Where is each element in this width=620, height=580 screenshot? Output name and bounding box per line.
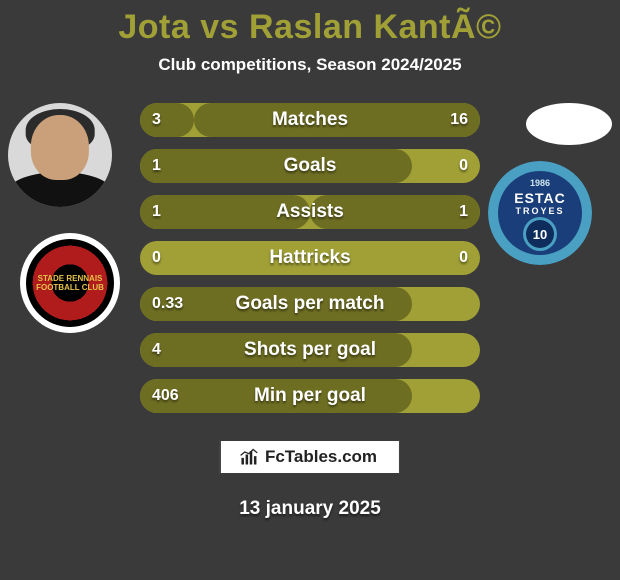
right-club-number: 10: [526, 220, 554, 248]
stat-row: Assists1 1: [140, 195, 480, 229]
stat-value-right: 16: [438, 103, 480, 137]
footer-brand-text: FcTables.com: [265, 447, 377, 467]
left-club-badge: STADE RENNAIS FOOTBALL CLUB: [20, 233, 120, 333]
stat-row: Goals1 0: [140, 149, 480, 183]
stat-value-right: 0: [447, 241, 480, 275]
footer-brand-badge: FcTables.com: [220, 440, 400, 474]
stat-value-right: [456, 379, 480, 413]
stat-row: Hattricks0 0: [140, 241, 480, 275]
stat-label: Hattricks: [140, 241, 480, 275]
stat-value-right: 0: [447, 149, 480, 183]
chart-icon: [239, 447, 259, 467]
stat-value-right: [456, 333, 480, 367]
stat-value-left: 0.33: [140, 287, 195, 321]
stat-value-left: 0: [140, 241, 173, 275]
stat-value-right: 1: [447, 195, 480, 229]
left-player-avatar: [8, 103, 112, 207]
right-club-name: ESTAC: [514, 190, 565, 206]
stat-label: Matches: [140, 103, 480, 137]
right-club-year: 1986: [530, 178, 550, 188]
stat-label: Goals: [140, 149, 480, 183]
stat-value-left: 4: [140, 333, 173, 367]
stat-label: Assists: [140, 195, 480, 229]
stat-value-left: 406: [140, 379, 191, 413]
stat-value-left: 1: [140, 149, 173, 183]
stat-row: Shots per goal4: [140, 333, 480, 367]
stat-bars: Matches316Goals10Assists11Hattricks00Goa…: [140, 103, 480, 425]
stat-label: Shots per goal: [140, 333, 480, 367]
stat-row: Min per goal406: [140, 379, 480, 413]
stat-row: Goals per match0.33: [140, 287, 480, 321]
page-subtitle: Club competitions, Season 2024/2025: [0, 55, 620, 75]
page-title: Jota vs Raslan KantÃ©: [0, 0, 620, 47]
right-club-badge: 1986 ESTAC TROYES 10: [488, 161, 592, 265]
stat-label: Min per goal: [140, 379, 480, 413]
date-text: 13 january 2025: [0, 498, 620, 520]
left-club-label: STADE RENNAIS FOOTBALL CLUB: [26, 239, 114, 327]
right-club-sub: TROYES: [515, 206, 564, 216]
right-player-avatar: [526, 103, 612, 145]
stat-value-left: 1: [140, 195, 173, 229]
stat-row: Matches3 16: [140, 103, 480, 137]
stat-value-right: [456, 287, 480, 321]
stat-value-left: 3: [140, 103, 173, 137]
